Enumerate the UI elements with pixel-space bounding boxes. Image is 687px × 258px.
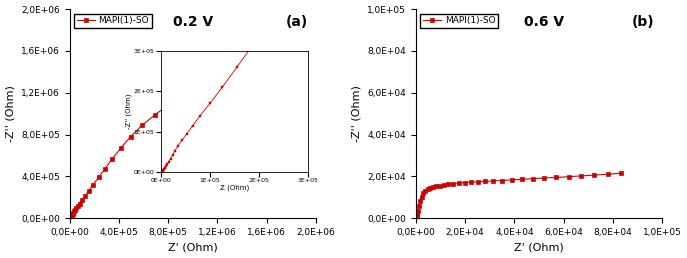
MAPI(1)-SO — [67, 214, 76, 217]
MAPI(1)-SO — [67, 215, 75, 218]
MAPI(1)-SO — [66, 216, 74, 219]
MAPI(1)-SO — [126, 135, 135, 138]
Text: 0.2 V: 0.2 V — [172, 15, 213, 29]
MAPI(1)-SO — [444, 183, 453, 186]
MAPI(1)-SO — [604, 173, 612, 176]
MAPI(1)-SO — [70, 210, 78, 213]
MAPI(1)-SO — [529, 177, 537, 180]
MAPI(1)-SO — [552, 176, 561, 179]
MAPI(1)-SO — [66, 216, 74, 219]
MAPI(1)-SO — [78, 199, 86, 202]
MAPI(1)-SO — [232, 65, 240, 68]
MAPI(1)-SO — [68, 213, 76, 216]
MAPI(1)-SO — [419, 192, 427, 195]
MAPI(1)-SO — [101, 167, 109, 171]
MAPI(1)-SO — [590, 174, 598, 177]
MAPI(1)-SO — [66, 216, 74, 220]
MAPI(1)-SO — [69, 211, 78, 214]
MAPI(1)-SO — [67, 216, 75, 219]
MAPI(1)-SO — [440, 183, 448, 187]
MAPI(1)-SO — [66, 216, 74, 220]
MAPI(1)-SO — [67, 215, 76, 218]
Text: 0.6 V: 0.6 V — [524, 15, 564, 29]
Y-axis label: -Z'' (Ohm): -Z'' (Ohm) — [352, 85, 362, 142]
MAPI(1)-SO — [196, 83, 204, 86]
X-axis label: Z' (Ohm): Z' (Ohm) — [168, 243, 218, 252]
MAPI(1)-SO — [74, 205, 82, 208]
MAPI(1)-SO — [414, 209, 422, 212]
Y-axis label: -Z'' (Ohm): -Z'' (Ohm) — [5, 85, 16, 142]
MAPI(1)-SO — [429, 186, 437, 189]
MAPI(1)-SO — [432, 185, 440, 188]
MAPI(1)-SO — [85, 189, 93, 192]
MAPI(1)-SO — [95, 176, 103, 179]
MAPI(1)-SO — [81, 195, 89, 198]
MAPI(1)-SO — [151, 113, 159, 116]
MAPI(1)-SO — [489, 179, 497, 182]
MAPI(1)-SO — [89, 183, 97, 186]
MAPI(1)-SO — [66, 217, 74, 220]
Text: (a): (a) — [286, 15, 308, 29]
MAPI(1)-SO — [213, 73, 221, 76]
X-axis label: Z' (Ohm): Z' (Ohm) — [514, 243, 564, 252]
MAPI(1)-SO — [412, 215, 420, 218]
MAPI(1)-SO — [412, 217, 420, 220]
MAPI(1)-SO — [467, 181, 475, 184]
MAPI(1)-SO — [66, 217, 74, 220]
MAPI(1)-SO — [138, 124, 146, 127]
MAPI(1)-SO — [65, 217, 74, 220]
MAPI(1)-SO — [66, 216, 74, 220]
Line: MAPI(1)-SO: MAPI(1)-SO — [414, 171, 624, 221]
MAPI(1)-SO — [416, 199, 425, 203]
MAPI(1)-SO — [418, 195, 426, 198]
MAPI(1)-SO — [455, 181, 463, 184]
MAPI(1)-SO — [108, 158, 116, 161]
MAPI(1)-SO — [76, 202, 84, 205]
MAPI(1)-SO — [517, 178, 526, 181]
MAPI(1)-SO — [413, 213, 421, 216]
MAPI(1)-SO — [618, 172, 626, 175]
MAPI(1)-SO — [67, 215, 75, 219]
MAPI(1)-SO — [117, 147, 125, 150]
MAPI(1)-SO — [72, 207, 80, 210]
MAPI(1)-SO — [565, 175, 573, 178]
MAPI(1)-SO — [71, 208, 79, 212]
Line: MAPI(1)-SO: MAPI(1)-SO — [67, 57, 257, 221]
MAPI(1)-SO — [449, 182, 458, 185]
MAPI(1)-SO — [421, 189, 429, 192]
MAPI(1)-SO — [540, 176, 548, 180]
MAPI(1)-SO — [423, 188, 431, 191]
MAPI(1)-SO — [181, 92, 189, 95]
MAPI(1)-SO — [66, 217, 74, 220]
MAPI(1)-SO — [498, 179, 506, 182]
MAPI(1)-SO — [436, 184, 444, 187]
MAPI(1)-SO — [66, 216, 74, 220]
MAPI(1)-SO — [166, 103, 174, 106]
MAPI(1)-SO — [412, 216, 420, 219]
MAPI(1)-SO — [460, 181, 469, 184]
MAPI(1)-SO — [426, 187, 434, 190]
MAPI(1)-SO — [250, 58, 258, 61]
MAPI(1)-SO — [415, 205, 423, 208]
Text: (b): (b) — [632, 15, 655, 29]
MAPI(1)-SO — [69, 212, 77, 215]
MAPI(1)-SO — [474, 180, 482, 183]
MAPI(1)-SO — [576, 174, 585, 178]
Legend: MAPI(1)-SO: MAPI(1)-SO — [74, 14, 152, 28]
MAPI(1)-SO — [481, 180, 489, 183]
Legend: MAPI(1)-SO: MAPI(1)-SO — [420, 14, 498, 28]
MAPI(1)-SO — [508, 178, 516, 181]
